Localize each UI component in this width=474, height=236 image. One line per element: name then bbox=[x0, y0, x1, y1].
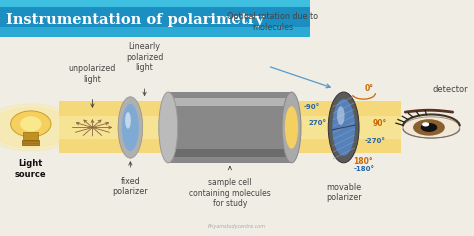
Text: unpolarized
light: unpolarized light bbox=[69, 64, 116, 84]
Ellipse shape bbox=[332, 99, 355, 156]
Circle shape bbox=[423, 123, 428, 126]
Bar bbox=[59, 116, 401, 139]
Bar bbox=[168, 98, 292, 106]
Text: 90°: 90° bbox=[373, 119, 387, 128]
Ellipse shape bbox=[328, 92, 359, 163]
Ellipse shape bbox=[125, 112, 131, 129]
Bar bbox=[59, 101, 401, 153]
Text: Priyamstudycentre.com: Priyamstudycentre.com bbox=[208, 224, 266, 229]
Ellipse shape bbox=[337, 106, 345, 125]
Ellipse shape bbox=[159, 92, 178, 163]
Ellipse shape bbox=[122, 104, 139, 151]
Circle shape bbox=[0, 104, 78, 151]
Bar bbox=[168, 149, 292, 157]
Text: 0°: 0° bbox=[365, 84, 374, 93]
Circle shape bbox=[421, 124, 437, 131]
Text: sample cell
containing molecules
for study: sample cell containing molecules for stu… bbox=[189, 178, 271, 208]
Bar bbox=[0, 27, 310, 37]
Ellipse shape bbox=[10, 111, 51, 137]
Text: 180°: 180° bbox=[353, 157, 373, 166]
Text: -180°: -180° bbox=[353, 166, 374, 172]
Ellipse shape bbox=[282, 92, 301, 163]
Text: Light
source: Light source bbox=[15, 159, 46, 179]
Ellipse shape bbox=[20, 116, 42, 132]
Circle shape bbox=[0, 107, 71, 148]
Bar bbox=[0, 0, 310, 7]
Ellipse shape bbox=[403, 117, 460, 138]
Bar bbox=[0, 0, 310, 37]
Text: -90°: -90° bbox=[303, 104, 319, 110]
Text: movable
polarizer: movable polarizer bbox=[326, 183, 362, 202]
Ellipse shape bbox=[118, 97, 143, 158]
Text: detector: detector bbox=[432, 85, 468, 94]
Text: Instrumentation of polarimetry: Instrumentation of polarimetry bbox=[6, 13, 264, 27]
Text: fixed
polarizer: fixed polarizer bbox=[112, 177, 148, 196]
Circle shape bbox=[414, 120, 444, 135]
Text: Optical rotation due to
molecules: Optical rotation due to molecules bbox=[227, 13, 318, 32]
Ellipse shape bbox=[285, 106, 298, 149]
Text: 270°: 270° bbox=[308, 120, 326, 126]
Text: Linearly
polarized
light: Linearly polarized light bbox=[126, 42, 163, 72]
Bar bbox=[168, 92, 292, 163]
Bar bbox=[22, 140, 39, 145]
Bar bbox=[23, 132, 38, 140]
Text: -270°: -270° bbox=[365, 138, 386, 144]
